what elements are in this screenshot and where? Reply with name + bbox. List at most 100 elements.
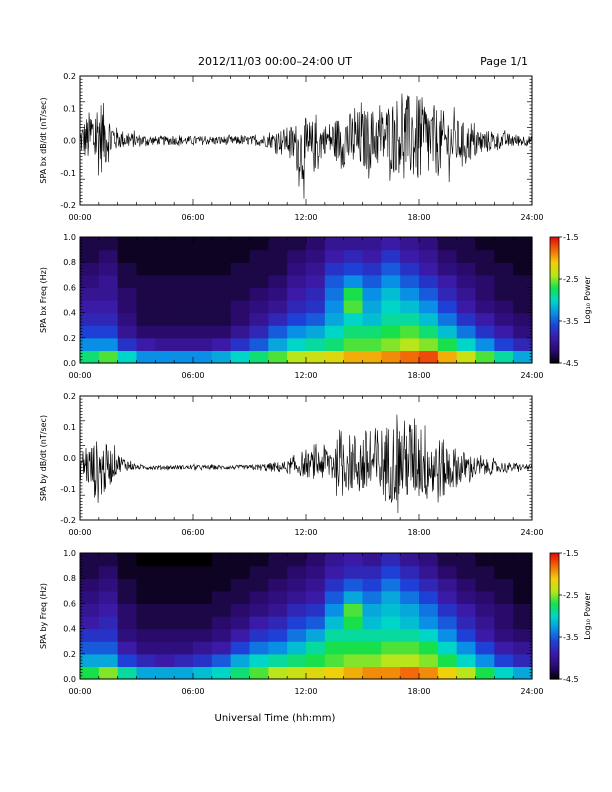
spectrogram-cell — [98, 237, 119, 251]
x-tick-label: 06:00 — [181, 213, 204, 222]
spectrogram-cell — [230, 312, 251, 326]
spectrogram-cell — [287, 578, 307, 592]
colorbar-segment — [550, 595, 559, 598]
spectrogram-cell — [136, 590, 156, 604]
spectrogram-cell — [381, 578, 401, 592]
spectrogram-cell — [456, 603, 477, 617]
spectrogram-cell — [155, 337, 175, 351]
spectrogram-cell — [324, 666, 345, 680]
spectrogram-cell — [174, 641, 194, 655]
spectrogram-cell — [98, 590, 119, 604]
spectrogram-cell — [287, 337, 307, 351]
spectrogram-cell — [513, 325, 533, 339]
spectrogram-cell — [400, 628, 420, 642]
colorbar-segment — [550, 327, 559, 330]
spectrogram-cell — [98, 641, 119, 655]
colorbar-segment — [550, 241, 559, 244]
spectrogram-cell — [324, 237, 345, 251]
spectrogram-cell — [343, 350, 364, 364]
colorbar-tick-label: -4.5 — [563, 675, 579, 684]
spectrogram-cell — [268, 325, 288, 339]
spectrogram-cell — [136, 262, 156, 276]
spectrogram-cell — [456, 312, 477, 326]
spectrogram-cell — [249, 666, 269, 680]
spectrogram-cell — [211, 616, 232, 630]
spectrogram-cell — [136, 666, 156, 680]
spectrogram-cell — [343, 666, 364, 680]
spectrogram-cell — [80, 565, 100, 579]
y-tick-label: 0.0 — [63, 137, 76, 146]
spectrogram-cell — [324, 249, 345, 263]
spectrogram-cell — [306, 578, 326, 592]
colorbar-segment — [550, 276, 559, 280]
x-tick-label: 18:00 — [407, 213, 430, 222]
colorbar-tick-label: -3.5 — [563, 633, 579, 642]
spectrogram-cell — [230, 237, 251, 251]
colorbar-segment — [550, 344, 559, 347]
spectrogram-cell — [287, 641, 307, 655]
spectrogram-cell — [513, 578, 533, 592]
spectrogram-cell — [98, 274, 119, 288]
colorbar-segment — [550, 553, 559, 556]
spectrogram-cell — [98, 628, 119, 642]
spectrogram-cell — [324, 287, 345, 301]
spectrogram-cell — [230, 578, 251, 592]
x-tick-label: 00:00 — [68, 213, 91, 222]
spectrogram-cell — [400, 603, 420, 617]
spectrogram-cell — [230, 616, 251, 630]
spectrogram-cell — [211, 553, 232, 567]
spectrogram-cell — [268, 337, 288, 351]
spectrogram-cell — [249, 237, 269, 251]
spectrogram-cell — [80, 350, 100, 364]
spectrogram-cell — [268, 274, 288, 288]
colorbar-segment — [550, 634, 559, 638]
spectrogram-cell — [400, 616, 420, 630]
x-axis: 00:00 06:00 12:00 18:00 24:00 — [68, 553, 544, 696]
colorbar-segment — [550, 676, 559, 680]
spectrogram-cell — [362, 325, 382, 339]
spectrogram-cell — [381, 312, 401, 326]
spectrogram-cell — [230, 553, 251, 567]
spectrogram-cell — [80, 553, 100, 567]
spectrogram-cell — [343, 653, 364, 667]
spectrogram-cell — [381, 237, 401, 251]
spectrogram-cell — [193, 565, 213, 579]
spectrogram-cell — [211, 603, 232, 617]
colorbar-tick-label: -2.5 — [563, 275, 579, 284]
spectrogram-cell — [136, 274, 156, 288]
spectrogram-cell — [98, 337, 119, 351]
spectrogram-cell — [287, 262, 307, 276]
colorbar-segment — [550, 335, 559, 339]
spectrogram-cell — [211, 350, 232, 364]
spectrogram-cell — [211, 653, 232, 667]
colorbar-label: Log₁₀ Power — [583, 276, 592, 324]
spectrogram-cell — [230, 337, 251, 351]
spectrogram-cell — [230, 262, 251, 276]
spectrogram-cell — [249, 628, 269, 642]
spectrogram-cell — [230, 666, 251, 680]
panels: 0.2 0.1 0.0 -0.1 -0.2 SPA bx dB/dt (nT/sec) 00… — [39, 72, 592, 696]
spectrogram-cell — [155, 578, 175, 592]
spectrogram-cell — [136, 553, 156, 567]
colorbar-segment — [550, 658, 559, 661]
spectrogram-cell — [343, 565, 364, 579]
spectrogram-cell — [475, 274, 495, 288]
colorbar-tick-label: -1.5 — [563, 233, 579, 242]
x-axis: 00:00 06:00 12:00 18:00 24:00 — [68, 76, 544, 222]
spectrogram-cell — [306, 350, 326, 364]
spectrogram-cell — [98, 603, 119, 617]
spectrogram-cell — [437, 578, 458, 592]
spectrogram-cell — [155, 590, 175, 604]
spectrogram-cell — [268, 565, 288, 579]
spectrogram-cell — [400, 653, 420, 667]
spectrogram-cell — [211, 666, 232, 680]
spectrogram-cell — [400, 590, 420, 604]
spectrogram-cell — [381, 337, 401, 351]
spectrogram-cell — [193, 350, 213, 364]
spectrogram-cell — [268, 653, 288, 667]
x-tick-label: 18:00 — [407, 687, 430, 696]
spectrogram-cell — [268, 628, 288, 642]
spectrogram-cell — [343, 287, 364, 301]
spectrogram-cell — [475, 603, 495, 617]
